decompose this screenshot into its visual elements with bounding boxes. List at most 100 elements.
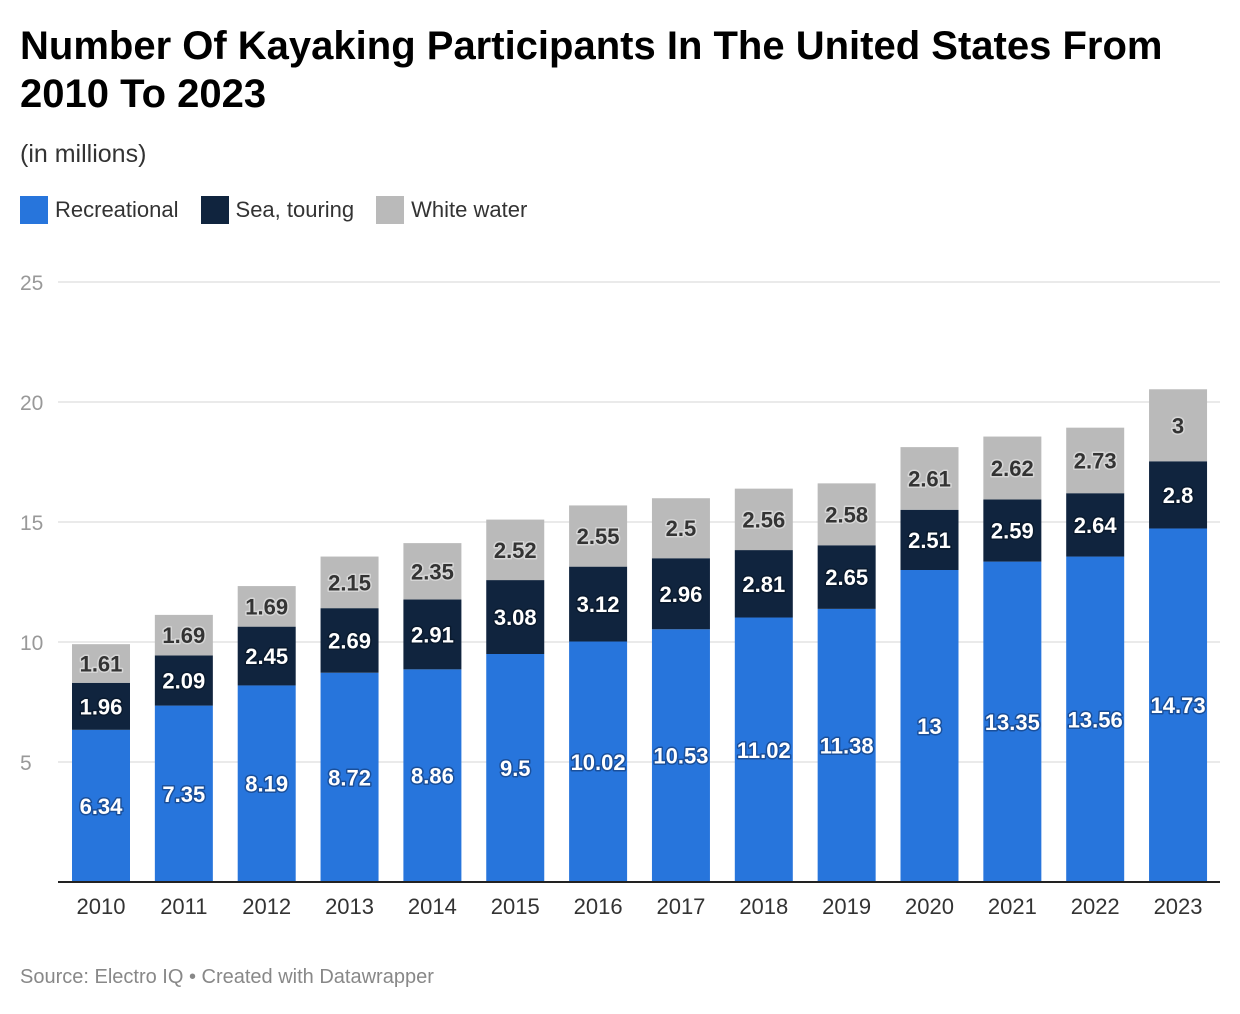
bar-segment	[403, 669, 462, 882]
bar-segment	[651, 629, 710, 882]
bar-segment	[72, 729, 130, 882]
bar-segment	[569, 566, 628, 642]
bar-segment	[569, 641, 628, 882]
bar-segment	[734, 617, 793, 882]
legend-swatch	[20, 196, 48, 224]
x-tick-label: 2013	[325, 894, 374, 919]
bar-segment	[72, 682, 130, 730]
data-label: 1.96	[80, 694, 123, 719]
legend-label: Recreational	[55, 197, 179, 222]
y-tick-label: 20	[20, 392, 43, 415]
data-label: 2.35	[411, 559, 454, 584]
data-label: 2.73	[1074, 448, 1117, 473]
bar-segment	[320, 672, 379, 882]
bar-segment	[486, 654, 545, 882]
bar-segment	[154, 614, 213, 656]
bar-segment	[486, 519, 545, 581]
data-label: 2.51	[908, 528, 951, 553]
x-tick-label: 2014	[408, 894, 457, 919]
data-label: 2.45	[245, 644, 288, 669]
x-tick-label: 2019	[822, 894, 871, 919]
bar-segment	[983, 561, 1042, 882]
x-tick-label: 2023	[1154, 894, 1203, 919]
bar-segment	[983, 436, 1042, 500]
data-label: 2.52	[494, 538, 537, 563]
data-label: 13.56	[1068, 707, 1123, 732]
data-label: 2.55	[577, 524, 620, 549]
bar-segment	[486, 580, 545, 654]
data-label: 2.15	[328, 570, 371, 595]
data-label: 2.56	[742, 507, 785, 532]
data-label: 13	[917, 714, 941, 739]
data-label: 11.38	[820, 733, 874, 758]
data-label: 9.5	[500, 756, 531, 781]
legend-item-sea-touring: Sea, touring	[200, 196, 355, 224]
source-footer: Source: Electro IQ • Created with Datawr…	[20, 966, 434, 988]
data-label: 8.86	[411, 764, 454, 789]
data-label: 2.8	[1163, 483, 1194, 508]
bar-segment	[320, 556, 379, 609]
data-label: 2.69	[328, 628, 371, 653]
data-label: 14.73	[1151, 693, 1206, 718]
bar-segment	[734, 488, 793, 551]
data-label: 2.59	[991, 519, 1034, 544]
bar-segment	[900, 509, 959, 570]
data-label: 2.65	[825, 565, 868, 590]
legend-label: White water	[411, 197, 528, 222]
bar-segment	[900, 447, 959, 510]
data-label: 7.35	[162, 782, 205, 807]
bar-segment	[1066, 556, 1125, 882]
bar-segment	[403, 543, 462, 600]
data-label: 2.58	[825, 502, 868, 527]
x-tick-label: 2010	[77, 894, 126, 919]
bar-segment	[72, 644, 130, 683]
x-tick-label: 2016	[574, 894, 623, 919]
bar-segment	[154, 705, 213, 882]
y-tick-label: 10	[20, 632, 43, 655]
bar-segment	[817, 545, 876, 609]
bar-segment	[651, 498, 710, 559]
bar-segment	[817, 608, 876, 882]
bar-segment	[1149, 461, 1208, 529]
y-tick-label: 25	[20, 272, 43, 295]
data-label: 2.5	[666, 516, 697, 541]
bar-segment	[1149, 389, 1208, 462]
legend-label: Sea, touring	[235, 197, 355, 222]
data-label: 8.19	[245, 772, 288, 797]
x-tick-label: 2018	[739, 894, 788, 919]
bar-segment	[1066, 493, 1125, 557]
bar-segment	[1066, 427, 1125, 494]
data-label: 2.81	[742, 572, 785, 597]
y-tick-label: 15	[20, 512, 43, 535]
bar-segment	[237, 586, 296, 627]
data-label: 2.64	[1074, 513, 1118, 538]
x-tick-label: 2017	[656, 894, 705, 919]
data-label: 2.09	[162, 669, 205, 694]
data-label: 11.02	[737, 738, 791, 763]
data-label: 1.69	[162, 623, 205, 648]
bar-segment	[154, 655, 213, 706]
data-label: 8.72	[328, 765, 371, 790]
legend-item-recreational: Recreational	[20, 196, 179, 224]
legend: Recreational Sea, touring White water	[20, 196, 527, 224]
data-label: 2.96	[660, 582, 703, 607]
bar-segment	[651, 558, 710, 630]
data-label: 2.62	[991, 456, 1034, 481]
x-tick-label: 2011	[160, 894, 207, 919]
data-label: 2.61	[908, 466, 951, 491]
y-tick-label: 5	[20, 752, 32, 775]
chart-subtitle: (in millions)	[20, 140, 147, 168]
bar-segment	[734, 550, 793, 618]
bar-segment	[237, 626, 296, 686]
bar-segment	[1149, 528, 1208, 882]
data-label: 1.61	[80, 651, 123, 676]
data-label: 2.91	[411, 622, 454, 647]
x-tick-label: 2012	[242, 894, 291, 919]
x-tick-label: 2022	[1071, 894, 1120, 919]
legend-item-white-water: White water	[376, 196, 527, 224]
bar-segment	[403, 599, 462, 670]
bar-segment	[569, 505, 628, 567]
bar-segment	[320, 608, 379, 673]
bar-segment	[900, 570, 959, 882]
x-tick-label: 2020	[905, 894, 954, 919]
